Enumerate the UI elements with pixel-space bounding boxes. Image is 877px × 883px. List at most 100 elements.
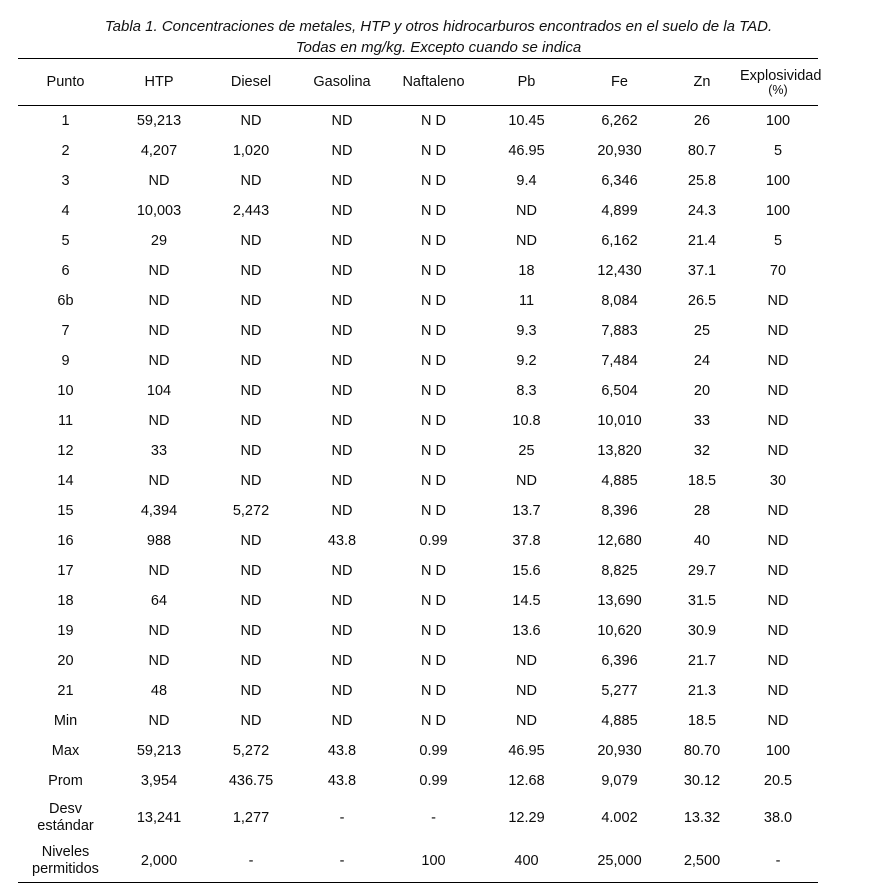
caption-line-1: Tabla 1. Concentraciones de metales, HTP… bbox=[104, 18, 773, 35]
cell-punto: 10 bbox=[57, 383, 74, 399]
row-label-line-2: permitidos bbox=[32, 860, 99, 877]
cell-naftaleno: N D bbox=[421, 593, 446, 609]
cell-punto: 19 bbox=[57, 623, 74, 639]
cell-pb: ND bbox=[516, 203, 537, 219]
cell-zn: 30.12 bbox=[683, 773, 721, 789]
cell-diesel: ND bbox=[240, 353, 262, 369]
cell-pb: 37.8 bbox=[512, 533, 541, 549]
cell-diesel: ND bbox=[240, 233, 262, 249]
cell-fe: 4.002 bbox=[601, 809, 638, 826]
cell-naftaleno: 0.99 bbox=[419, 743, 448, 759]
cell-gasolina: ND bbox=[331, 443, 353, 459]
cell-explos: ND bbox=[767, 383, 789, 399]
cell-punto: 11 bbox=[57, 413, 74, 429]
cell-explos: ND bbox=[767, 353, 789, 369]
cell-explos: ND bbox=[767, 593, 789, 609]
cell-gasolina: ND bbox=[331, 173, 353, 189]
cell-fe: 13,690 bbox=[597, 593, 642, 609]
cell-diesel: ND bbox=[240, 533, 262, 549]
cell-diesel: ND bbox=[240, 413, 262, 429]
cell-diesel: ND bbox=[240, 113, 262, 129]
cell-zn: 30.9 bbox=[687, 623, 717, 639]
column-header-naftaleno: Naftaleno bbox=[387, 58, 480, 106]
cell-fe: 13,820 bbox=[597, 443, 642, 459]
cell-zn: 21.4 bbox=[687, 233, 717, 249]
cell-zn: 21.3 bbox=[687, 683, 717, 699]
table-row: 1 59,213 ND ND N D 10.45 6,262 26 100 bbox=[18, 106, 818, 137]
table-row: Desv estándar 13,241 1,277 - - 12.29 4.002 13.32… bbox=[18, 796, 818, 839]
cell-diesel: ND bbox=[240, 443, 262, 459]
cell-zn: 25.8 bbox=[687, 173, 717, 189]
cell-naftaleno: N D bbox=[421, 113, 446, 129]
cell-explos: ND bbox=[767, 323, 789, 339]
cell-pb: ND bbox=[516, 713, 537, 729]
cell-htp: ND bbox=[148, 293, 170, 309]
cell-fe: 5,277 bbox=[601, 683, 638, 699]
cell-diesel: 436.75 bbox=[228, 773, 274, 789]
cell-pb: 12.29 bbox=[508, 809, 545, 826]
cell-punto: Max bbox=[51, 743, 80, 759]
cell-zn: 24.3 bbox=[687, 203, 717, 219]
cell-diesel: ND bbox=[240, 653, 262, 669]
cell-naftaleno: N D bbox=[421, 473, 446, 489]
cell-htp: ND bbox=[148, 173, 170, 189]
cell-htp: 13,241 bbox=[136, 809, 182, 826]
cell-pb: 11 bbox=[518, 293, 535, 309]
cell-explos: 100 bbox=[765, 743, 791, 759]
cell-htp: 10,003 bbox=[136, 203, 182, 219]
cell-zn: 80.7 bbox=[687, 143, 717, 159]
table-row: 5 29 ND ND N D ND 6,162 21.4 5 bbox=[18, 226, 818, 256]
cell-diesel: ND bbox=[240, 593, 262, 609]
cell-htp: ND bbox=[148, 323, 170, 339]
cell-zn: 13.32 bbox=[683, 809, 721, 826]
cell-explos: ND bbox=[767, 563, 789, 579]
cell-htp: 29 bbox=[150, 233, 168, 249]
cell-gasolina: ND bbox=[331, 713, 353, 729]
column-header-label: Fe bbox=[611, 74, 628, 90]
cell-fe: 10,620 bbox=[597, 623, 642, 639]
table-row: 6 ND ND ND N D 18 12,430 37.1 70 bbox=[18, 256, 818, 286]
cell-diesel: ND bbox=[240, 383, 262, 399]
cell-punto: 3 bbox=[61, 173, 70, 189]
cell-naftaleno: N D bbox=[421, 203, 446, 219]
cell-zn: 31.5 bbox=[687, 593, 717, 609]
table-row: Max 59,213 5,272 43.8 0.99 46.95 20,930 80.70 10… bbox=[18, 736, 818, 766]
table-row: 10 104 ND ND N D 8.3 6,504 20 ND bbox=[18, 376, 818, 406]
row-label-line-1: Desv bbox=[48, 800, 83, 817]
cell-explos: 100 bbox=[765, 203, 791, 219]
table-row: 3 ND ND ND N D 9.4 6,346 25.8 100 bbox=[18, 166, 818, 196]
cell-zn: 40 bbox=[693, 533, 711, 549]
column-header-htp: HTP bbox=[113, 58, 205, 106]
cell-explos: 70 bbox=[769, 263, 787, 279]
cell-punto: 6 bbox=[61, 263, 70, 279]
cell-explos: ND bbox=[767, 533, 789, 549]
table-row: 17 ND ND ND N D 15.6 8,825 29.7 ND bbox=[18, 556, 818, 586]
cell-pb: 18 bbox=[518, 263, 535, 279]
cell-diesel: 5,272 bbox=[232, 503, 270, 519]
cell-naftaleno: 0.99 bbox=[419, 533, 448, 549]
table-row: 20 ND ND ND N D ND 6,396 21.7 ND bbox=[18, 646, 818, 676]
document-page: Tabla 1. Concentraciones de metales, HTP… bbox=[18, 18, 821, 883]
cell-explos: 38.0 bbox=[763, 809, 793, 826]
cell-diesel: 5,272 bbox=[232, 743, 270, 759]
cell-zn: 26 bbox=[693, 113, 711, 129]
column-header-zn: Zn bbox=[666, 58, 738, 106]
cell-naftaleno: N D bbox=[421, 713, 446, 729]
table-row: 7 ND ND ND N D 9.3 7,883 25 ND bbox=[18, 316, 818, 346]
cell-zn: 26.5 bbox=[687, 293, 717, 309]
cell-zn: 29.7 bbox=[687, 563, 717, 579]
cell-gasolina: ND bbox=[331, 413, 353, 429]
cell-explos: 5 bbox=[773, 143, 783, 159]
cell-pb: 46.95 bbox=[508, 743, 545, 759]
cell-pb: 13.6 bbox=[512, 623, 541, 639]
cell-zn: 20 bbox=[693, 383, 711, 399]
row-label-line-2: estándar bbox=[37, 817, 94, 834]
cell-htp: ND bbox=[148, 413, 170, 429]
cell-zn: 28 bbox=[693, 503, 711, 519]
cell-htp: ND bbox=[148, 353, 170, 369]
cell-punto: 5 bbox=[61, 233, 70, 249]
cell-fe: 9,079 bbox=[601, 773, 638, 789]
cell-gasolina: ND bbox=[331, 473, 353, 489]
cell-explos: 5 bbox=[773, 233, 783, 249]
cell-gasolina: ND bbox=[331, 203, 353, 219]
